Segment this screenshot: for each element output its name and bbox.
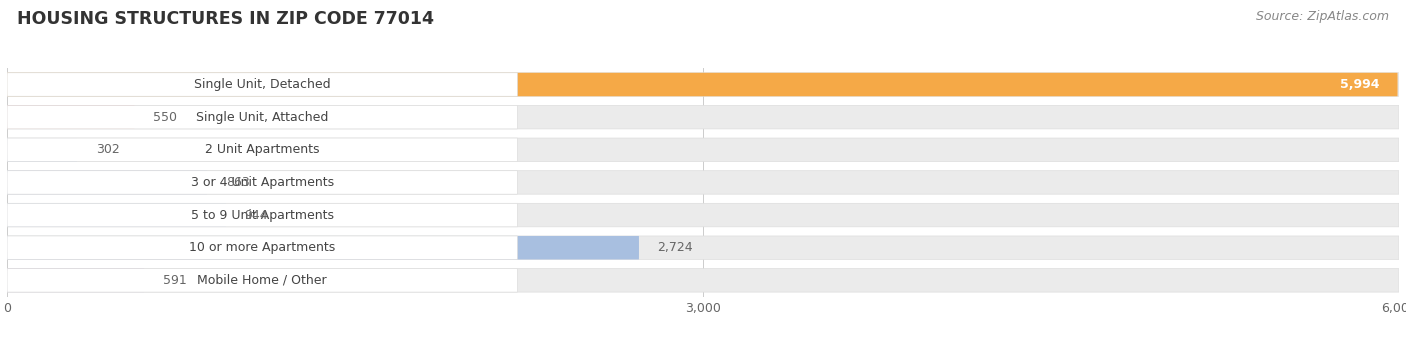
Text: 2 Unit Apartments: 2 Unit Apartments bbox=[205, 143, 319, 156]
Text: Source: ZipAtlas.com: Source: ZipAtlas.com bbox=[1256, 10, 1389, 23]
Text: 5,994: 5,994 bbox=[1340, 78, 1379, 91]
FancyBboxPatch shape bbox=[7, 171, 1399, 194]
Text: 2,724: 2,724 bbox=[658, 241, 693, 254]
FancyBboxPatch shape bbox=[7, 269, 145, 292]
FancyBboxPatch shape bbox=[7, 203, 517, 227]
Text: Single Unit, Detached: Single Unit, Detached bbox=[194, 78, 330, 91]
FancyBboxPatch shape bbox=[7, 236, 638, 260]
Text: 591: 591 bbox=[163, 274, 187, 287]
FancyBboxPatch shape bbox=[7, 73, 1399, 96]
FancyBboxPatch shape bbox=[7, 105, 517, 129]
Text: 863: 863 bbox=[226, 176, 249, 189]
Text: 302: 302 bbox=[96, 143, 120, 156]
FancyBboxPatch shape bbox=[7, 171, 207, 194]
FancyBboxPatch shape bbox=[7, 269, 1399, 292]
FancyBboxPatch shape bbox=[7, 73, 517, 96]
FancyBboxPatch shape bbox=[7, 203, 226, 227]
FancyBboxPatch shape bbox=[7, 138, 1399, 162]
FancyBboxPatch shape bbox=[7, 171, 517, 194]
FancyBboxPatch shape bbox=[7, 236, 1399, 260]
Text: 550: 550 bbox=[153, 111, 177, 124]
Text: HOUSING STRUCTURES IN ZIP CODE 77014: HOUSING STRUCTURES IN ZIP CODE 77014 bbox=[17, 10, 434, 28]
FancyBboxPatch shape bbox=[7, 236, 517, 260]
FancyBboxPatch shape bbox=[7, 203, 1399, 227]
FancyBboxPatch shape bbox=[7, 269, 517, 292]
FancyBboxPatch shape bbox=[7, 73, 1398, 96]
FancyBboxPatch shape bbox=[7, 138, 77, 162]
Text: 3 or 4 Unit Apartments: 3 or 4 Unit Apartments bbox=[191, 176, 333, 189]
Text: 10 or more Apartments: 10 or more Apartments bbox=[188, 241, 336, 254]
FancyBboxPatch shape bbox=[7, 138, 517, 162]
FancyBboxPatch shape bbox=[7, 105, 135, 129]
FancyBboxPatch shape bbox=[7, 105, 1399, 129]
Text: Mobile Home / Other: Mobile Home / Other bbox=[197, 274, 328, 287]
Text: 944: 944 bbox=[245, 209, 269, 222]
Text: Single Unit, Attached: Single Unit, Attached bbox=[195, 111, 329, 124]
Text: 5 to 9 Unit Apartments: 5 to 9 Unit Apartments bbox=[191, 209, 333, 222]
